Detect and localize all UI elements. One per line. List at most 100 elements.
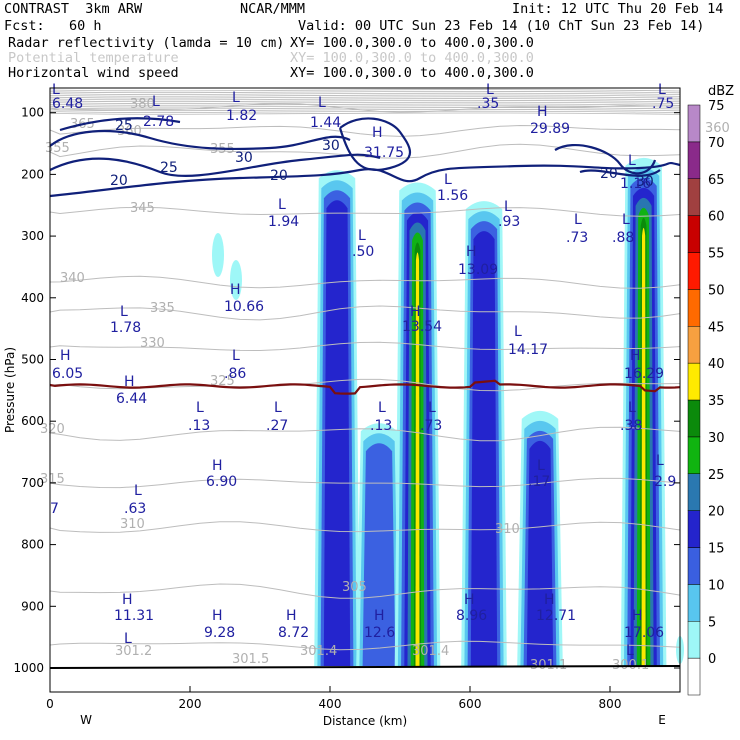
y-tick-label: 300: [21, 229, 44, 243]
colorbar-swatch: [687, 657, 701, 696]
colorbar-label: 35: [708, 394, 725, 409]
hl-marker: L: [628, 400, 636, 416]
theta-label: 380: [130, 97, 155, 112]
theta-contour-top: [49, 110, 681, 113]
theta-contour-top: [49, 101, 681, 104]
hl-value: 2.78: [143, 114, 174, 130]
hl-marker: L: [52, 82, 60, 98]
hl-value: 8.72: [278, 625, 309, 641]
hl-value: 31.75: [364, 145, 404, 161]
reflectivity-core: [526, 440, 554, 666]
reflectivity-layer: [212, 157, 684, 667]
y-tick-label: 600: [21, 414, 44, 428]
theta-contour-top: [49, 90, 681, 94]
theta-contour: [49, 378, 681, 392]
wind-contour-label: 30: [235, 150, 253, 166]
theta-contour: [49, 640, 681, 651]
theta-label: 301.2: [115, 644, 152, 659]
hl-marker: H: [630, 348, 641, 364]
hl-marker: L: [537, 458, 545, 474]
theta-contour-top: [49, 96, 681, 99]
theta-contour: [49, 426, 681, 442]
reflectivity-core: [470, 231, 498, 667]
colorbar-swatch: [687, 178, 701, 216]
theta-contour-top: [49, 98, 681, 101]
freezing-level: [49, 379, 681, 395]
theta-label: 310: [120, 517, 145, 532]
wind-contour: [554, 144, 657, 175]
wind-contour: [49, 161, 681, 198]
colorbar-swatch: [687, 621, 701, 659]
reflectivity-core: [415, 252, 420, 666]
colorbar-label: 0: [708, 652, 716, 667]
x-tick-label: 0: [46, 697, 54, 711]
hl-marker: L: [318, 95, 326, 111]
hl-marker: L: [628, 153, 636, 169]
hl-value: 1.82: [226, 108, 257, 124]
y-tick-label: 1000: [13, 661, 44, 675]
hl-marker: H: [632, 608, 643, 624]
wind-contour: [579, 169, 661, 177]
wind-contour-label: 25: [160, 160, 178, 176]
colorbar-label: 45: [708, 320, 725, 335]
theta-contour-top: [49, 108, 681, 112]
y-tick-label: 900: [21, 599, 44, 613]
hl-value: 1.94: [268, 214, 299, 230]
hl-marker: H: [122, 592, 133, 608]
x-tick-label: 600: [459, 697, 482, 711]
field2-xy: XY= 100.0,300.0 to 400.0,300.0: [290, 50, 534, 66]
theta-contour: [49, 477, 681, 489]
valid-label: Valid: 00 UTC Sun 23 Feb 14 (10 ChT Sun …: [298, 18, 705, 34]
colorbar-label: 40: [708, 357, 725, 372]
hl-marker: L: [574, 212, 582, 228]
y-tick-label: 800: [21, 538, 44, 552]
axes-layer: 100 200 300 400 500 600 700 800 900 1000 0 200 400 60…: [3, 106, 681, 728]
hl-marker: H: [374, 608, 385, 624]
hl-value: 12.71: [536, 608, 576, 624]
wind-contour: [338, 117, 411, 172]
theta-contour-top: [49, 99, 681, 103]
freezing-level-line: [49, 379, 681, 395]
colorbar-unit: dBZ: [708, 84, 734, 99]
org-label: NCAR/MMM: [240, 1, 306, 17]
theta-contour: [49, 143, 681, 159]
theta-label: 355: [45, 141, 70, 156]
hl-value: 2.9: [654, 474, 676, 490]
reflectivity-patch: [230, 260, 242, 300]
hl-marker: H: [230, 282, 241, 298]
colorbar-label: 30: [708, 431, 725, 446]
colorbar-label: 55: [708, 247, 725, 262]
field3-label: Horizontal wind speed: [8, 65, 179, 81]
theta-contour: [49, 275, 681, 289]
hl-value: .73: [566, 230, 588, 246]
hl-marker: L: [486, 82, 494, 98]
hl-value: 1.16: [620, 176, 651, 192]
hl-marker: L: [278, 197, 286, 213]
hl-value: 8.96: [456, 608, 487, 624]
hl-value: 6.44: [116, 391, 147, 407]
y-tick-label: 700: [21, 476, 44, 490]
theta-contour: [49, 341, 681, 352]
colorbar-swatch: [687, 141, 701, 179]
hl-value: .88: [612, 230, 634, 246]
hl-value: .86: [224, 366, 246, 382]
colorbar-label: 5: [708, 615, 716, 630]
hl-marker: L: [196, 400, 204, 416]
theta-contour: [49, 305, 681, 321]
field1-label: Radar reflectivity (lamda = 10 cm): [8, 35, 285, 51]
hl-value: .13: [370, 418, 392, 434]
hl-value: .38: [620, 418, 642, 434]
hl-value: 9.28: [204, 625, 235, 641]
plot-frame: [49, 87, 681, 693]
colorbar-label: 50: [708, 283, 725, 298]
field2-label: Potential temperature: [8, 50, 179, 66]
hl-marker: L: [124, 631, 132, 647]
theta-contour-top: [49, 105, 681, 108]
colorbar-swatch: [687, 510, 701, 548]
hl-value: .13: [188, 418, 210, 434]
hl-value: 11.31: [114, 608, 154, 624]
hl-marker: L: [232, 90, 240, 106]
hl-marker: L: [504, 199, 512, 215]
theta-label: 310: [495, 522, 520, 537]
